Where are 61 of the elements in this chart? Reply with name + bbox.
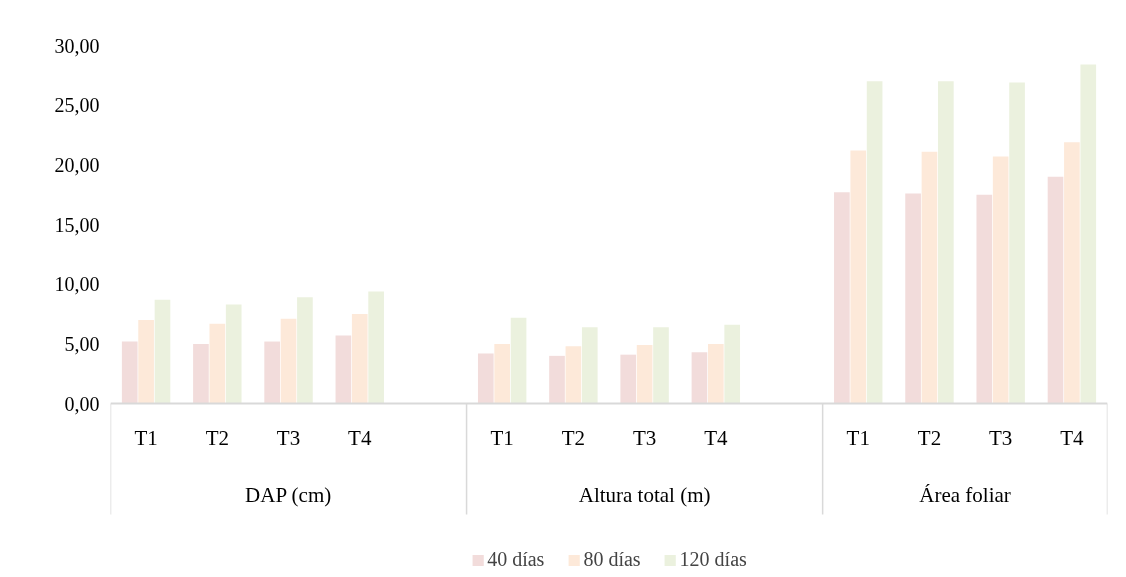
y-tick-label: 25,00: [54, 94, 100, 117]
bar: [351, 314, 368, 404]
bar: [691, 352, 708, 404]
y-tick-label: 10,00: [54, 273, 100, 296]
x-tick-label: T2: [205, 425, 229, 450]
x-tick-label: T1: [490, 425, 514, 450]
y-tick-label: 20,00: [54, 153, 100, 176]
bar: [834, 192, 850, 404]
bar: [976, 194, 993, 404]
text: DAP (cm): [245, 482, 332, 507]
y-tick-label: 30,00: [54, 34, 100, 57]
x-tick-label: T4: [1060, 425, 1085, 450]
bar: [1064, 142, 1080, 404]
y-tick-label: 5,00: [64, 332, 100, 355]
bar: [1047, 176, 1064, 404]
bar: [138, 320, 154, 404]
x-tick-label: T1: [846, 425, 870, 450]
bar: [992, 156, 1009, 404]
x-tick-label: T3: [632, 425, 657, 450]
x-tick-label: T3: [989, 425, 1013, 450]
bar: [297, 297, 313, 404]
bar: [510, 317, 527, 404]
bar: [1009, 82, 1025, 404]
bar: [938, 81, 954, 404]
x-tick-label: T1: [134, 425, 158, 450]
bar: [921, 151, 938, 404]
y-tick-label: 0,00: [64, 392, 100, 415]
bar: [280, 318, 297, 404]
bar: [850, 150, 867, 404]
bar: [121, 341, 138, 404]
bar: [225, 304, 242, 404]
bar: [368, 291, 384, 404]
bar: [724, 324, 741, 404]
text: Área foliar: [919, 482, 1011, 507]
bar: [335, 335, 352, 404]
x-tick-label: T3: [276, 425, 301, 450]
bar: [565, 346, 582, 404]
bar: [707, 343, 724, 404]
bar: [193, 343, 209, 404]
x-tick-label: T4: [704, 425, 728, 450]
bar: [653, 327, 669, 404]
bar: [477, 353, 494, 404]
bar: [154, 299, 171, 404]
bar: [1080, 64, 1097, 404]
bar: [866, 81, 883, 404]
legend-label: 120 días: [679, 548, 747, 571]
bar: [494, 343, 511, 404]
bar: [581, 327, 598, 404]
x-tick-label: T2: [917, 425, 942, 450]
legend-label: 80 días: [583, 548, 641, 571]
y-tick-label: 15,00: [54, 213, 100, 236]
bar: [264, 341, 280, 404]
legend-label: 40 días: [487, 548, 545, 571]
bar: [209, 323, 226, 404]
bar: [636, 345, 653, 404]
bar: [905, 193, 921, 404]
text: Altura total (m): [578, 482, 711, 507]
x-tick-label: T2: [561, 425, 586, 450]
bar: [620, 354, 637, 404]
x-tick-label: T4: [348, 425, 372, 450]
bar: [549, 355, 565, 404]
